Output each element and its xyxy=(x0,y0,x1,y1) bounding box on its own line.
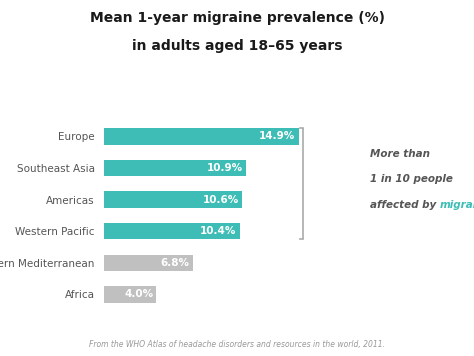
Text: From the WHO Atlas of headache disorders and resources in the world, 2011.: From the WHO Atlas of headache disorders… xyxy=(89,340,385,349)
Bar xyxy=(104,223,240,239)
Bar xyxy=(104,286,156,303)
Text: affected by: affected by xyxy=(370,200,439,210)
Text: More than: More than xyxy=(370,149,430,159)
Text: Mean 1-year migraine prevalence (%): Mean 1-year migraine prevalence (%) xyxy=(90,11,384,25)
Bar xyxy=(104,128,299,145)
Text: 10.4%: 10.4% xyxy=(200,226,237,236)
Text: 6.8%: 6.8% xyxy=(161,258,190,268)
Text: 1 in 10 people: 1 in 10 people xyxy=(370,174,453,184)
Bar xyxy=(104,255,193,271)
Text: in adults aged 18–65 years: in adults aged 18–65 years xyxy=(132,39,342,53)
Text: 10.9%: 10.9% xyxy=(207,163,243,173)
Bar xyxy=(104,160,246,176)
Text: 10.6%: 10.6% xyxy=(203,195,239,205)
Text: migraine: migraine xyxy=(439,200,474,210)
Text: 4.0%: 4.0% xyxy=(124,289,153,299)
Bar xyxy=(104,192,242,208)
Text: 14.9%: 14.9% xyxy=(259,131,295,141)
